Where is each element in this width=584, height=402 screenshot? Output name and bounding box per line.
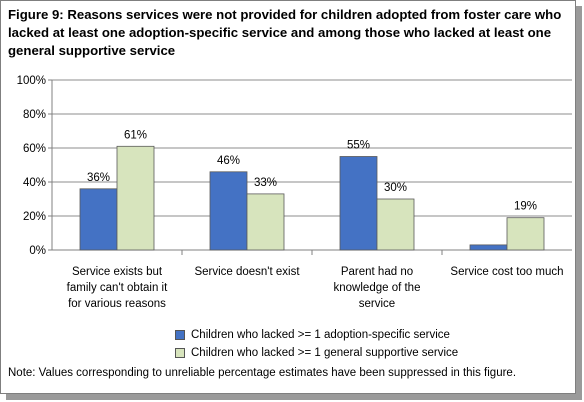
x-tick-label: knowledge of the — [334, 282, 421, 294]
data-label: 19% — [514, 201, 537, 213]
data-label: 55% — [347, 140, 370, 152]
x-tick-label: Service exists but — [72, 266, 163, 278]
data-label: 46% — [217, 155, 240, 167]
bar — [339, 156, 378, 251]
frame-shadow-right — [576, 6, 582, 396]
y-tick-label: 80% — [23, 109, 46, 121]
y-tick-label: 60% — [23, 143, 46, 155]
x-tick-label: Parent had no — [341, 266, 413, 278]
bar — [79, 188, 118, 251]
chart-note: Note: Values corresponding to unreliable… — [8, 367, 517, 379]
bar — [209, 171, 248, 251]
legend-item-adoption-specific: Children who lacked >= 1 adoption-specif… — [175, 326, 458, 344]
bar — [376, 198, 415, 251]
y-tick-label: 100% — [17, 75, 46, 87]
data-label: 33% — [254, 177, 277, 189]
y-tick-label: 40% — [23, 177, 46, 189]
x-tick-label: service — [359, 298, 395, 310]
x-tick-label: Service doesn't exist — [194, 266, 300, 278]
bar — [506, 217, 545, 251]
legend-label-adoption-specific: Children who lacked >= 1 adoption-specif… — [191, 329, 450, 341]
x-tick-label: for various reasons — [68, 298, 166, 310]
legend-item-general-supportive: Children who lacked >= 1 general support… — [175, 344, 458, 362]
bar — [246, 193, 285, 251]
legend-swatch-general-supportive — [175, 348, 185, 358]
x-tick-label: family can't obtain it — [67, 282, 168, 294]
bar — [116, 145, 155, 251]
data-label: 30% — [384, 182, 407, 194]
data-label: 36% — [87, 172, 110, 184]
legend-swatch-adoption-specific — [175, 330, 185, 340]
x-tick-label: Service cost too much — [450, 266, 563, 278]
frame-shadow-bottom — [6, 394, 582, 400]
chart-title: Figure 9: Reasons services were not prov… — [8, 7, 562, 58]
y-tick-label: 20% — [23, 211, 46, 223]
chart-legend: Children who lacked >= 1 adoption-specif… — [175, 326, 458, 362]
data-label: 61% — [124, 129, 147, 141]
legend-label-general-supportive: Children who lacked >= 1 general support… — [191, 347, 459, 359]
y-tick-label: 0% — [29, 245, 46, 257]
bar — [469, 244, 508, 251]
